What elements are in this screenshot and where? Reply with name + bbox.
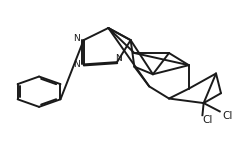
Text: N: N: [73, 60, 80, 69]
Text: N: N: [73, 34, 80, 43]
Text: Cl: Cl: [222, 111, 232, 121]
Text: Cl: Cl: [202, 115, 212, 125]
Text: N: N: [115, 54, 122, 63]
